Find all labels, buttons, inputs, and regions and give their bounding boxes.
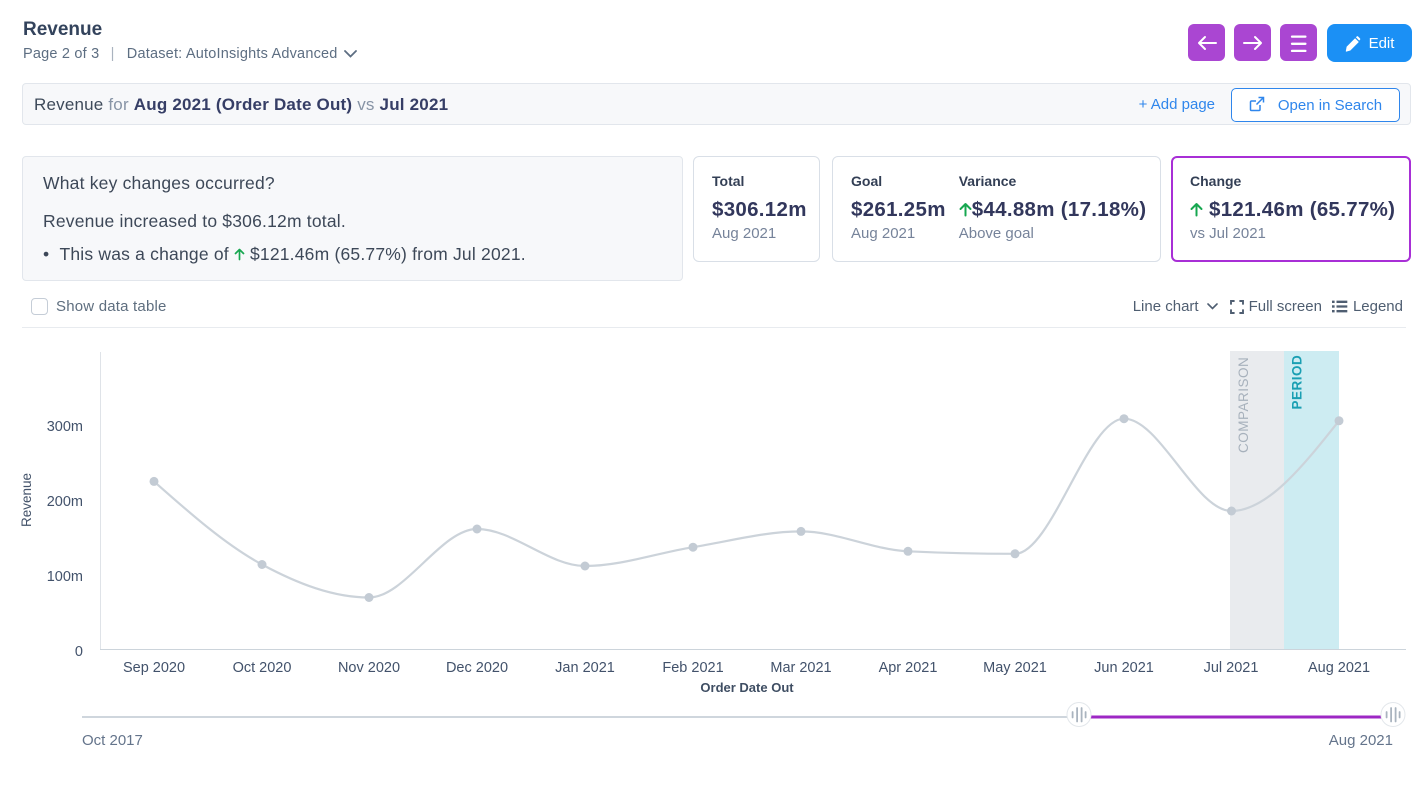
- svg-text:Apr 2021: Apr 2021: [879, 660, 938, 676]
- svg-text:COMPARISON: COMPARISON: [1236, 357, 1251, 453]
- svg-text:Nov 2020: Nov 2020: [338, 660, 400, 676]
- svg-text:Oct 2020: Oct 2020: [233, 660, 292, 676]
- svg-text:Revenue: Revenue: [19, 473, 34, 527]
- svg-text:Aug 2021: Aug 2021: [1308, 660, 1370, 676]
- svg-text:Dec 2020: Dec 2020: [446, 660, 508, 676]
- svg-text:Jun 2021: Jun 2021: [1094, 660, 1154, 676]
- svg-text:0: 0: [75, 644, 83, 660]
- svg-text:PERIOD: PERIOD: [1290, 355, 1305, 410]
- svg-text:200m: 200m: [47, 494, 83, 510]
- svg-text:Order Date Out: Order Date Out: [700, 680, 794, 695]
- svg-text:Jul 2021: Jul 2021: [1204, 660, 1259, 676]
- svg-text:May 2021: May 2021: [983, 660, 1047, 676]
- svg-text:Mar 2021: Mar 2021: [770, 660, 831, 676]
- svg-text:100m: 100m: [47, 569, 83, 585]
- svg-text:Sep 2020: Sep 2020: [123, 660, 185, 676]
- svg-text:Jan 2021: Jan 2021: [555, 660, 615, 676]
- svg-text:300m: 300m: [47, 419, 83, 435]
- svg-text:Feb 2021: Feb 2021: [662, 660, 723, 676]
